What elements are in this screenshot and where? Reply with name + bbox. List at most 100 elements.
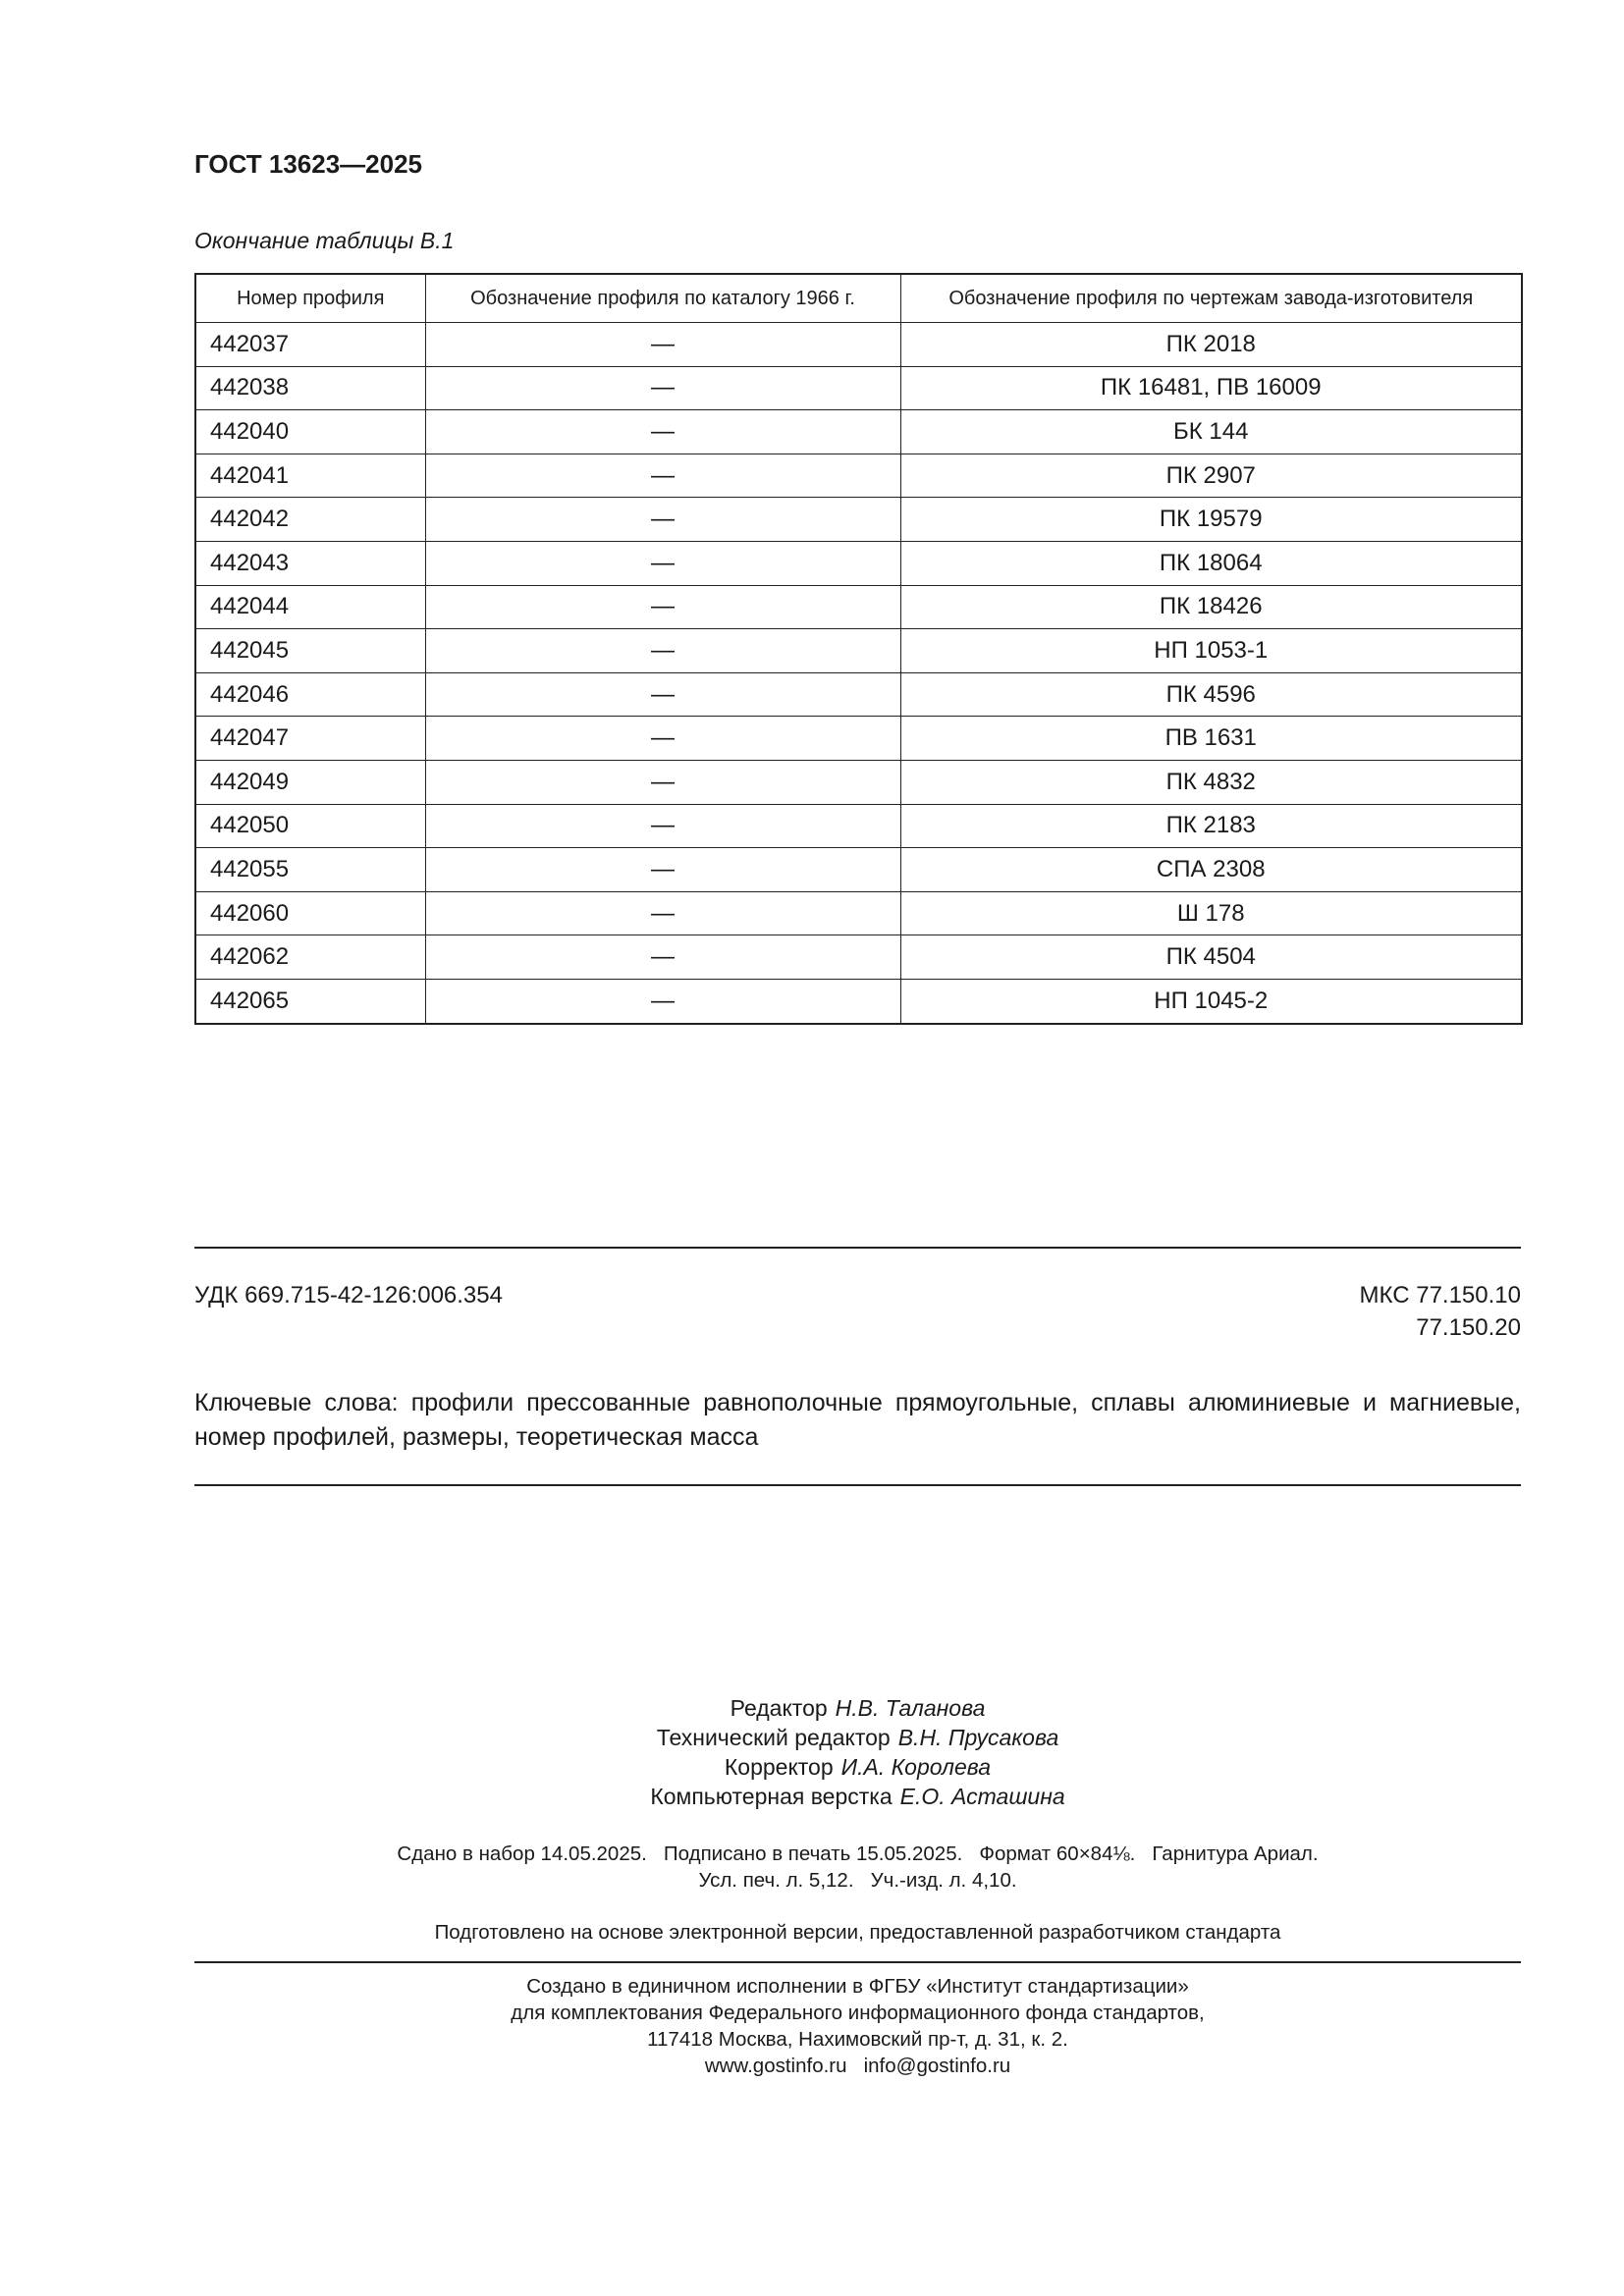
table-cell: — [424, 497, 901, 542]
credit-name: Е.О. Асташина [899, 1784, 1065, 1809]
table-cell: — [424, 978, 901, 1025]
table-cell: — [424, 716, 901, 761]
table-cell: — [424, 934, 901, 980]
credit-role: Технический редактор [656, 1725, 891, 1750]
table-cell: 442041 [194, 453, 426, 499]
table-cell: НП 1045-2 [899, 978, 1523, 1025]
keywords: Ключевые слова: профили прессованные рав… [194, 1389, 1521, 1451]
document-title: ГОСТ 13623—2025 [194, 149, 422, 179]
created-info: Создано в единичном исполнении в ФГБУ «И… [194, 1973, 1521, 2079]
table-row: 442049— ПК 4832 [194, 759, 1523, 805]
table-cell: ПК 4832 [899, 759, 1523, 805]
table-cell: — [424, 847, 901, 892]
publication-line: Усл. печ. л. 5,12. Уч.-изд. л. 4,10. [698, 1869, 1017, 1892]
table-row: 442060— Ш 178 [194, 890, 1523, 936]
table-row: 442062— ПК 4504 [194, 934, 1523, 980]
table-row: 442045— НП 1053-1 [194, 628, 1523, 673]
table-cell: ПК 16481, ПВ 16009 [899, 365, 1523, 411]
created-line: 117418 Москва, Нахимовский пр-т, д. 31, … [647, 2028, 1068, 2051]
table-cell: 442050 [194, 803, 426, 849]
table-cell: — [424, 540, 901, 586]
table-row: 442044— ПК 18426 [194, 584, 1523, 630]
table-row: 442055— СПА 2308 [194, 847, 1523, 892]
table-cell: НП 1053-1 [899, 628, 1523, 673]
table-cell: — [424, 365, 901, 411]
table-cell: 442055 [194, 847, 426, 892]
table-cell: 442060 [194, 890, 426, 936]
table-cell: — [424, 584, 901, 630]
created-line: www.gostinfo.ru info@gostinfo.ru [704, 2055, 1011, 2077]
table-cell: — [424, 671, 901, 718]
table-row: 442038— ПК 16481, ПВ 16009 [194, 365, 1523, 411]
table-cell: — [424, 453, 901, 499]
udk: УДК 669.715-42-126:006.354 [194, 1282, 503, 1308]
table-row: 442040— БК 144 [194, 409, 1523, 454]
table-cell: 442040 [194, 409, 426, 454]
table-caption: Окончание таблицы В.1 [194, 228, 455, 253]
table-cell: 442047 [194, 716, 426, 761]
table-cell: ПВ 1631 [899, 716, 1523, 761]
table-cell: 442043 [194, 540, 426, 586]
table-cell: 442044 [194, 584, 426, 630]
credits: Редактор Н.В. Таланова Технический редакто… [194, 1693, 1521, 1811]
table-cell: — [424, 803, 901, 849]
table-cell: 442045 [194, 628, 426, 673]
table-cell: ПК 18064 [899, 540, 1523, 586]
mks: МКС 77.150.10 [1359, 1282, 1521, 1308]
credit-role: Корректор [724, 1754, 834, 1780]
table-row: 442042— ПК 19579 [194, 497, 1523, 542]
credit-line: Технический редактор В.Н. Прусакова [194, 1723, 1521, 1752]
table-cell: ПК 19579 [899, 497, 1523, 542]
table-cell: ПК 2183 [899, 803, 1523, 849]
table-cell: — [424, 759, 901, 805]
table-cell: — [424, 628, 901, 673]
credit-line: Редактор Н.В. Таланова [194, 1693, 1521, 1723]
credit-name: Н.В. Таланова [835, 1695, 986, 1721]
table-cell: СПА 2308 [899, 847, 1523, 892]
table-cell: 442038 [194, 365, 426, 411]
header-row: Номер профиля Обозначение профиля по ката… [194, 273, 1523, 323]
table-cell: ПК 4596 [899, 671, 1523, 718]
credit-name: В.Н. Прусакова [897, 1725, 1059, 1750]
table-row: 442047— ПВ 1631 [194, 716, 1523, 761]
credit-role: Компьютерная верстка [650, 1784, 893, 1809]
table-cell: 442062 [194, 934, 426, 980]
table-cell: — [424, 322, 901, 367]
column-header: Обозначение профиля по чертежам завода-и… [899, 273, 1523, 323]
table-cell: ПК 4504 [899, 934, 1523, 980]
created-line: для комплектования Федерального информац… [511, 2002, 1205, 2024]
table-cell: Ш 178 [899, 890, 1523, 936]
table-row: 442046— ПК 4596 [194, 671, 1523, 718]
table-cell: 442049 [194, 759, 426, 805]
column-header: Обозначение профиля по каталогу 1966 г. [424, 273, 901, 323]
publication-info: Сдано в набор 14.05.2025. Подписано в пе… [194, 1841, 1521, 1894]
credit-role: Редактор [730, 1695, 828, 1721]
table-cell: 442046 [194, 671, 426, 718]
table-cell: — [424, 890, 901, 936]
publication-line: Сдано в набор 14.05.2025. Подписано в пе… [397, 1842, 1319, 1865]
created-line: Создано в единичном исполнении в ФГБУ «И… [526, 1975, 1189, 1998]
table-cell: БК 144 [899, 409, 1523, 454]
credit-line: Корректор И.А. Королева [194, 1752, 1521, 1782]
column-header: Номер профиля [194, 273, 426, 323]
prepared-note: Подготовлено на основе электронной верси… [434, 1921, 1281, 1944]
table-cell: ПК 2907 [899, 453, 1523, 499]
rule [194, 1247, 1521, 1249]
table-body: 442037— ПК 2018 442038— ПК 16481, ПВ 16009 4… [194, 322, 1523, 1025]
table-row: 442050— ПК 2183 [194, 803, 1523, 849]
rule [194, 1484, 1521, 1486]
table-cell: ПК 2018 [899, 322, 1523, 367]
profile-table: Номер профиля Обозначение профиля по ката… [194, 273, 1523, 1025]
table-row: 442041— ПК 2907 [194, 453, 1523, 499]
table-row: 442037— ПК 2018 [194, 322, 1523, 367]
table-cell: 442042 [194, 497, 426, 542]
table-cell: 442065 [194, 978, 426, 1025]
table-row: 442065— НП 1045-2 [194, 978, 1523, 1025]
table-cell: — [424, 409, 901, 454]
rule [194, 1961, 1521, 1963]
credit-line: Компьютерная верстка Е.О. Асташина [194, 1782, 1521, 1811]
mks: 77.150.20 [1416, 1314, 1521, 1341]
table-row: 442043— ПК 18064 [194, 540, 1523, 586]
table-cell: 442037 [194, 322, 426, 367]
